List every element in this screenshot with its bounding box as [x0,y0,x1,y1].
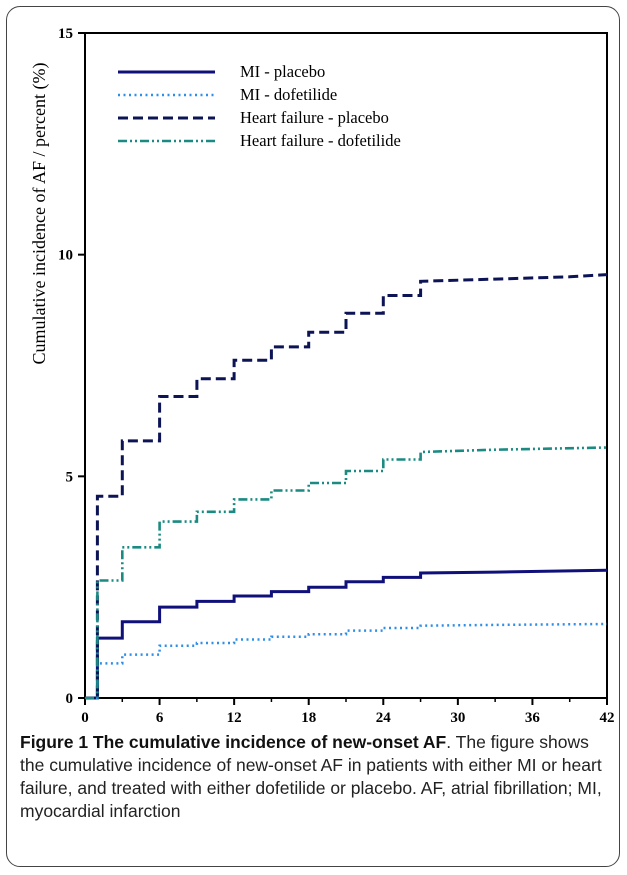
figure-frame [6,6,620,867]
y-tick-label: 0 [66,691,74,707]
y-tick-label: 15 [58,26,73,42]
series-line-1 [85,568,608,700]
plot-area: 0 6 12 18 24 30 36 42 0 5 10 15 Time / months Cumulat… [29,26,615,730]
legend-label-1: MI - placebo [240,62,325,81]
figure-caption: Figure 1 The cumulative incidence of new… [20,731,610,823]
y-axis-label: Cumulative incidence of AF / percent (%) [29,63,50,365]
x-tick-label: 36 [525,710,541,726]
legend-label-4: Heart failure - dofetilide [240,131,401,150]
series-line-2 [85,622,608,700]
x-tick-label: 30 [450,710,465,726]
x-tick-label: 6 [156,710,164,726]
y-tick-label: 5 [66,469,74,485]
caption-title: Figure 1 The cumulative incidence of new… [20,732,447,752]
caption-body: . The figure shows the cumulative incide… [20,732,602,821]
y-tick-label: 10 [58,248,73,264]
x-tick-label: 42 [600,710,615,726]
series-line-4 [85,446,608,700]
x-tick-label: 18 [301,710,316,726]
chart: 0 6 12 18 24 30 36 42 0 5 10 15 Time / months Cumulat… [29,26,615,730]
x-tick-label: 24 [376,710,392,726]
x-tick-label: 0 [81,710,89,726]
legend-label-2: MI - dofetilide [240,85,337,104]
x-axis-label: Time / months [508,729,607,730]
series-line-3 [85,273,608,700]
legend-label-3: Heart failure - placebo [240,108,389,127]
x-tick-label: 12 [227,710,242,726]
